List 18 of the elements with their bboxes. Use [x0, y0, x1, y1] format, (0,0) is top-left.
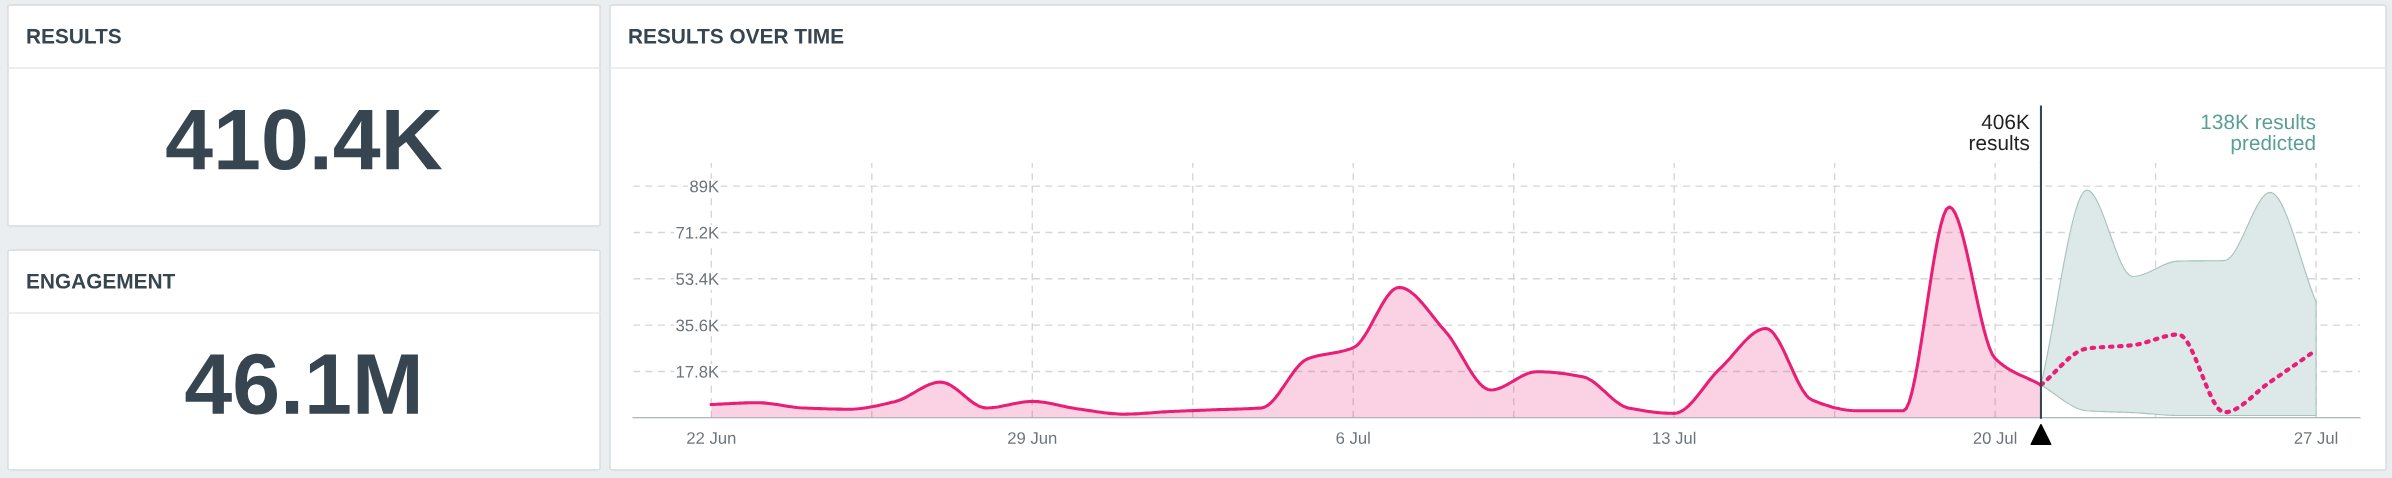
x-tick-label: 20 Jul [1973, 431, 2017, 444]
text: ENGAGEMENT [27, 273, 176, 289]
text: 138K results predicted [2201, 114, 2316, 155]
text: 410.4K [166, 109, 443, 171]
chart-title: RESULTS OVER TIME [629, 28, 844, 44]
text: RESULTS [27, 28, 121, 44]
x-tick-label: 29 Jun [1008, 432, 1057, 444]
y-tick-label: 53.4K [676, 273, 719, 285]
y-tick-label: 17.8K [676, 365, 719, 378]
text: 46.1M [185, 353, 418, 415]
y-tick-label: 35.6K [676, 319, 719, 332]
x-tick-label: 27 Jul [2294, 431, 2338, 444]
y-tick-label: 89K [690, 180, 719, 193]
x-tick-label: 13 Jul [1653, 431, 1696, 444]
x-tick-label: 22 Jun [687, 432, 736, 444]
y-tick-label: 71.2K [676, 226, 719, 239]
x-tick-label: 6 Jul [1336, 431, 1370, 444]
ref-line-label: 406K results [1969, 114, 2030, 151]
